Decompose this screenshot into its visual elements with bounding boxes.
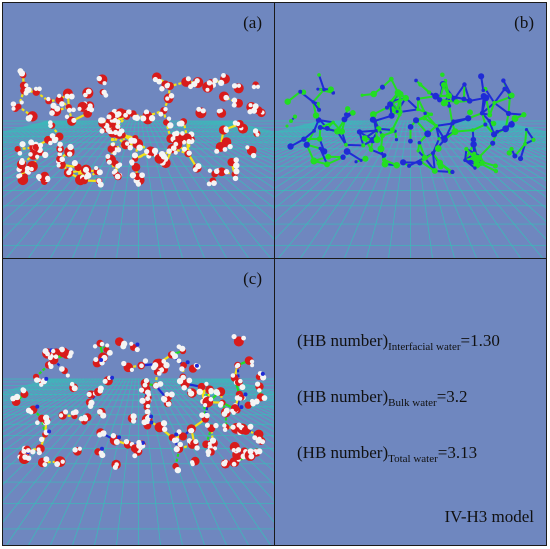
panel-c: (c) (3, 259, 274, 545)
simulation-render-b (275, 72, 546, 258)
hb-interfacial-value: =1.30 (460, 331, 500, 350)
hb-interfacial-prefix: (HB number) (297, 331, 389, 350)
panel-d-summary: (HB number)Interfacial water=1.30 (HB nu… (275, 259, 546, 545)
hb-total-prefix: (HB number) (297, 443, 389, 462)
hb-interfacial: (HB number)Interfacial water=1.30 (297, 331, 500, 353)
hb-total-value: =3.13 (437, 443, 478, 462)
vertical-divider (274, 3, 276, 545)
hb-bulk: (HB number)Bulk water=3.2 (297, 387, 468, 409)
panel-c-label: (c) (243, 269, 262, 288)
water-molecules (10, 334, 268, 474)
horizontal-divider (3, 258, 546, 260)
hb-bulk-value: =3.2 (436, 387, 468, 406)
water-molecules (284, 72, 536, 175)
water-molecules (10, 68, 266, 188)
hb-bulk-sub: Bulk water (388, 397, 437, 409)
graphene-sheet (3, 120, 274, 258)
hb-total-sub: Total water (388, 453, 438, 465)
hb-interfacial-sub: Interfacial water (388, 341, 461, 353)
panel-a: (a) (3, 3, 274, 258)
simulation-render-c (3, 334, 274, 545)
panel-b: (b) (275, 3, 546, 258)
hb-bulk-prefix: (HB number) (297, 387, 389, 406)
simulation-render-a (3, 68, 274, 258)
hb-total: (HB number)Total water=3.13 (297, 443, 477, 465)
panel-b-label: (b) (514, 13, 534, 32)
model-label: IV-H3 model (444, 507, 534, 526)
panel-a-label: (a) (243, 13, 262, 32)
